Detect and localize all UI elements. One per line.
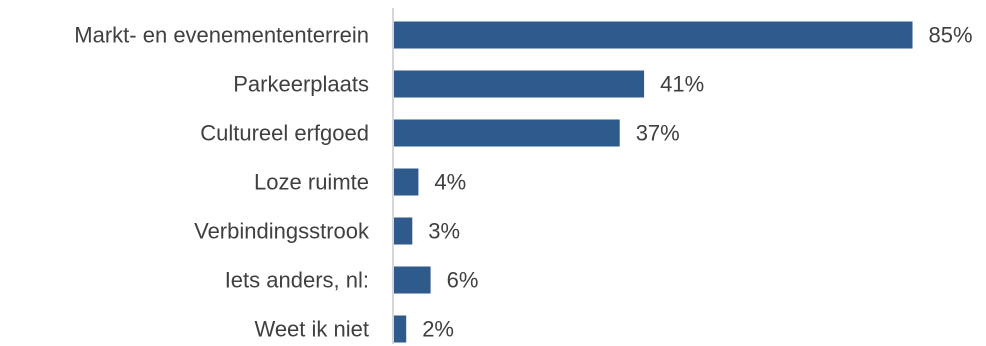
- category-label: Iets anders, nl:: [225, 268, 369, 293]
- category-label: Weet ik niet: [254, 317, 369, 342]
- value-label: 2%: [422, 317, 454, 342]
- category-labels-group: Markt- en evenemententerrein Parkeerplaat…: [74, 23, 370, 342]
- bar: [394, 21, 913, 49]
- bar: [394, 315, 407, 343]
- value-label: 6%: [447, 268, 479, 293]
- bar: [394, 119, 620, 147]
- value-label: 41%: [660, 72, 704, 97]
- value-label: 4%: [434, 170, 466, 195]
- category-label: Cultureel erfgoed: [200, 121, 369, 146]
- category-label: Loze ruimte: [254, 170, 369, 195]
- bar: [394, 217, 413, 245]
- bars-group: [394, 21, 913, 343]
- category-label: Markt- en evenemententerrein: [74, 23, 369, 48]
- value-labels-group: 85% 41% 37% 4% 3% 6% 2%: [422, 23, 972, 342]
- category-label: Parkeerplaats: [233, 72, 369, 97]
- value-label: 3%: [428, 219, 460, 244]
- bar: [394, 168, 419, 196]
- value-label: 85%: [929, 23, 973, 48]
- bar: [394, 70, 645, 98]
- value-label: 37%: [636, 121, 680, 146]
- category-label: Verbindingsstrook: [194, 219, 370, 244]
- bar: [394, 266, 431, 294]
